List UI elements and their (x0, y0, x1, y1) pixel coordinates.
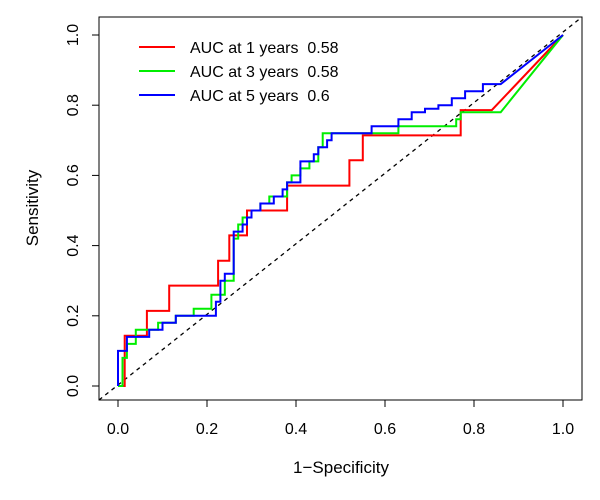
y-tick-label: 0.4 (65, 234, 82, 256)
y-tick-label: 0.6 (65, 164, 82, 186)
y-tick-label: 0.2 (65, 305, 82, 327)
roc-line-series-3 (117, 34, 564, 386)
reference-diagonal (98, 16, 583, 401)
x-tick-label: 0.6 (374, 421, 396, 438)
legend-label-1: AUC at 1 years 0.58 (190, 40, 339, 57)
y-tick-label: 0.8 (65, 94, 82, 116)
x-tick-label: 0.0 (107, 421, 129, 438)
y-tick-label: 1.0 (65, 24, 82, 46)
x-axis-title: 1−Specificity (293, 458, 389, 477)
legend-label-2: AUC at 3 years 0.58 (190, 64, 339, 81)
y-axis-title: Sensitivity (23, 169, 42, 246)
x-tick-label: 0.8 (463, 421, 485, 438)
roc-line-series-1 (118, 34, 564, 387)
y-tick-label: 0.0 (65, 375, 82, 397)
x-tick-label: 1.0 (552, 421, 574, 438)
x-tick-label: 0.2 (196, 421, 218, 438)
legend: AUC at 1 years 0.58 AUC at 3 years 0.58 AU… (139, 40, 339, 105)
x-tick-label: 0.4 (285, 421, 307, 438)
legend-label-3: AUC at 5 years 0.6 (190, 88, 330, 105)
roc-line-series-2 (118, 34, 564, 387)
plot-frame (98, 16, 583, 401)
